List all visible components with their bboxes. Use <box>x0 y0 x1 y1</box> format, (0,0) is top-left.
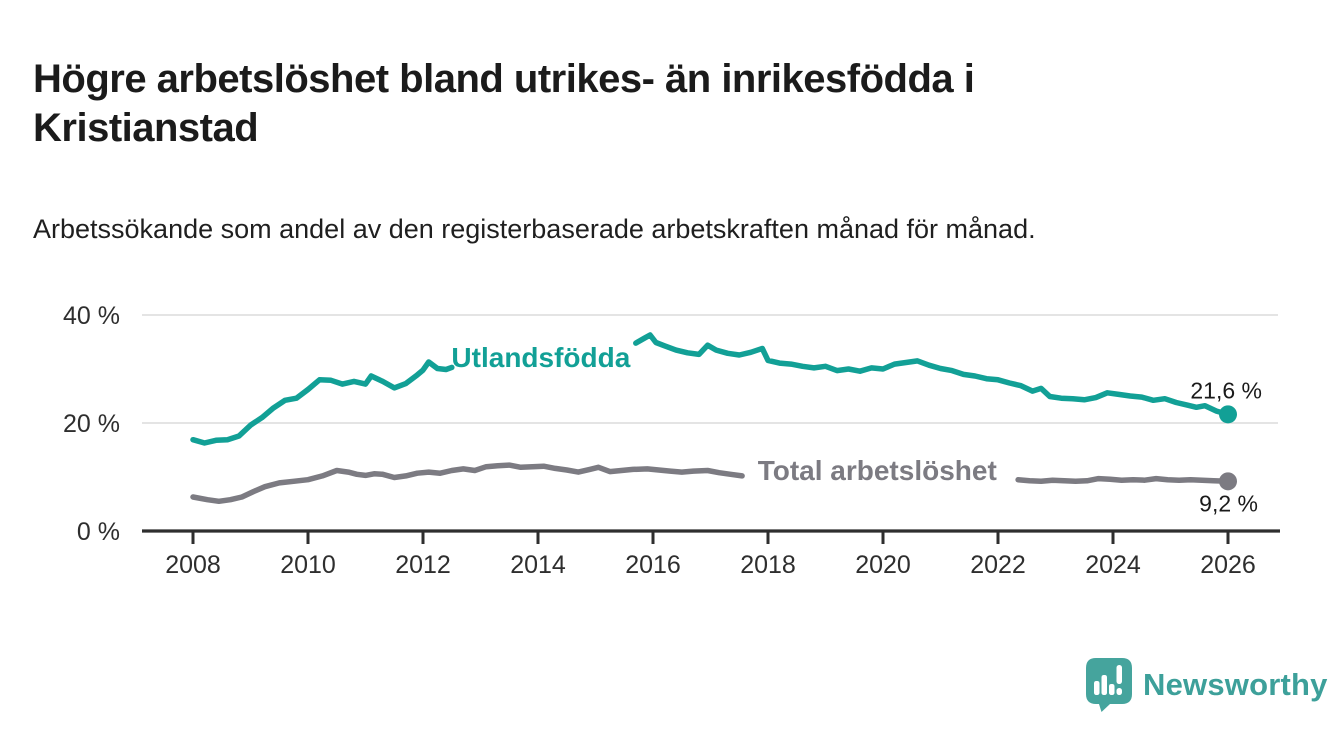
x-tick-label: 2022 <box>970 551 1026 579</box>
series-inline-label: Utlandsfödda <box>451 342 630 373</box>
x-tick-label: 2018 <box>740 551 796 579</box>
chart-subtitle: Arbetssökande som andel av den registerb… <box>33 214 1036 244</box>
newsworthy-wordmark: Newsworthy <box>1143 667 1328 702</box>
y-axis-label: 0 % <box>77 518 120 546</box>
series-end-value-label: 21,6 % <box>1190 377 1262 403</box>
series-end-value-label: 9,2 % <box>1199 490 1258 516</box>
series-line <box>633 332 1231 418</box>
series-line <box>190 359 455 446</box>
y-axis-label: 20 % <box>63 410 120 438</box>
series-end-dot <box>1219 405 1237 424</box>
x-tick-label: 2012 <box>395 551 451 579</box>
x-tick-label: 2016 <box>625 551 681 579</box>
series-inline-label: Total arbetslöshet <box>758 455 997 486</box>
y-axis-label: 40 % <box>63 302 120 330</box>
page-title: Högre arbetslöshet bland utrikes- än inr… <box>33 56 975 150</box>
x-tick-label: 2026 <box>1200 551 1256 579</box>
bar-chart-speech-bubble-icon <box>1086 658 1132 712</box>
x-tick-label: 2014 <box>510 551 566 579</box>
series-line <box>1015 475 1231 485</box>
series-end-dot <box>1219 472 1237 491</box>
x-tick-label: 2008 <box>165 551 221 579</box>
x-tick-label: 2020 <box>855 551 911 579</box>
x-tick-label: 2010 <box>280 551 336 579</box>
newsworthy-logo: Newsworthy <box>1086 656 1328 714</box>
series-line <box>190 462 745 505</box>
x-tick-label: 2024 <box>1085 551 1141 579</box>
